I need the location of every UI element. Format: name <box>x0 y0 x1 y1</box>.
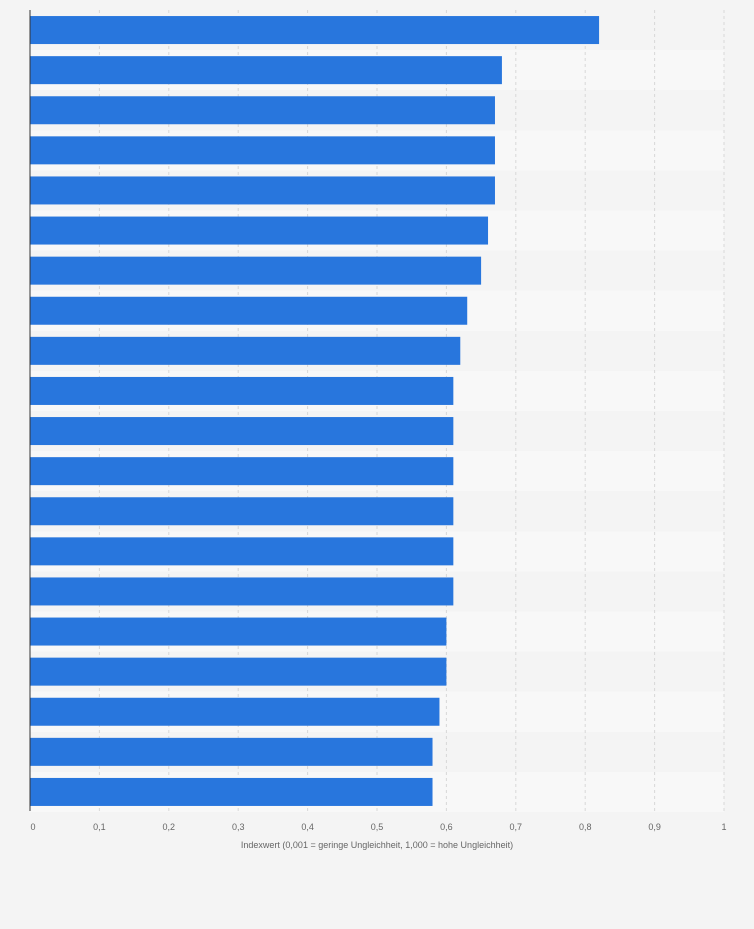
x-tick-label: 0,6 <box>440 822 453 832</box>
bar[interactable] <box>30 497 454 526</box>
x-tick-label: 0,9 <box>648 822 661 832</box>
bar[interactable] <box>30 457 454 486</box>
bar[interactable] <box>30 657 447 686</box>
x-tick-label: 1 <box>721 822 726 832</box>
x-tick-label: 0,3 <box>232 822 245 832</box>
bar[interactable] <box>30 136 495 165</box>
bar[interactable] <box>30 56 502 85</box>
bar[interactable] <box>30 777 433 806</box>
x-tick-label: 0,4 <box>301 822 314 832</box>
bar[interactable] <box>30 376 454 405</box>
bars <box>30 16 600 806</box>
bar[interactable] <box>30 176 495 205</box>
bar[interactable] <box>30 16 600 45</box>
bar[interactable] <box>30 216 489 245</box>
bar[interactable] <box>30 296 468 325</box>
bar[interactable] <box>30 737 433 766</box>
bar[interactable] <box>30 256 482 285</box>
bar[interactable] <box>30 417 454 446</box>
bar[interactable] <box>30 96 495 125</box>
x-axis-title: Indexwert (0,001 = geringe Ungleichheit,… <box>241 840 513 850</box>
x-tick-label: 0,8 <box>579 822 592 832</box>
x-tick-label: 0,7 <box>510 822 523 832</box>
bar[interactable] <box>30 537 454 566</box>
x-tick-label: 0 <box>30 822 35 832</box>
bar[interactable] <box>30 617 447 646</box>
x-tick-label: 0,1 <box>93 822 106 832</box>
bar[interactable] <box>30 697 440 726</box>
x-tick-label: 0,5 <box>371 822 384 832</box>
x-tick-labels: 0 0,1 0,2 0,3 0,4 0,5 0,6 0,7 0,8 0,9 1 <box>30 822 726 832</box>
bar[interactable] <box>30 577 454 606</box>
x-tick-label: 0,2 <box>163 822 176 832</box>
bar[interactable] <box>30 336 461 365</box>
